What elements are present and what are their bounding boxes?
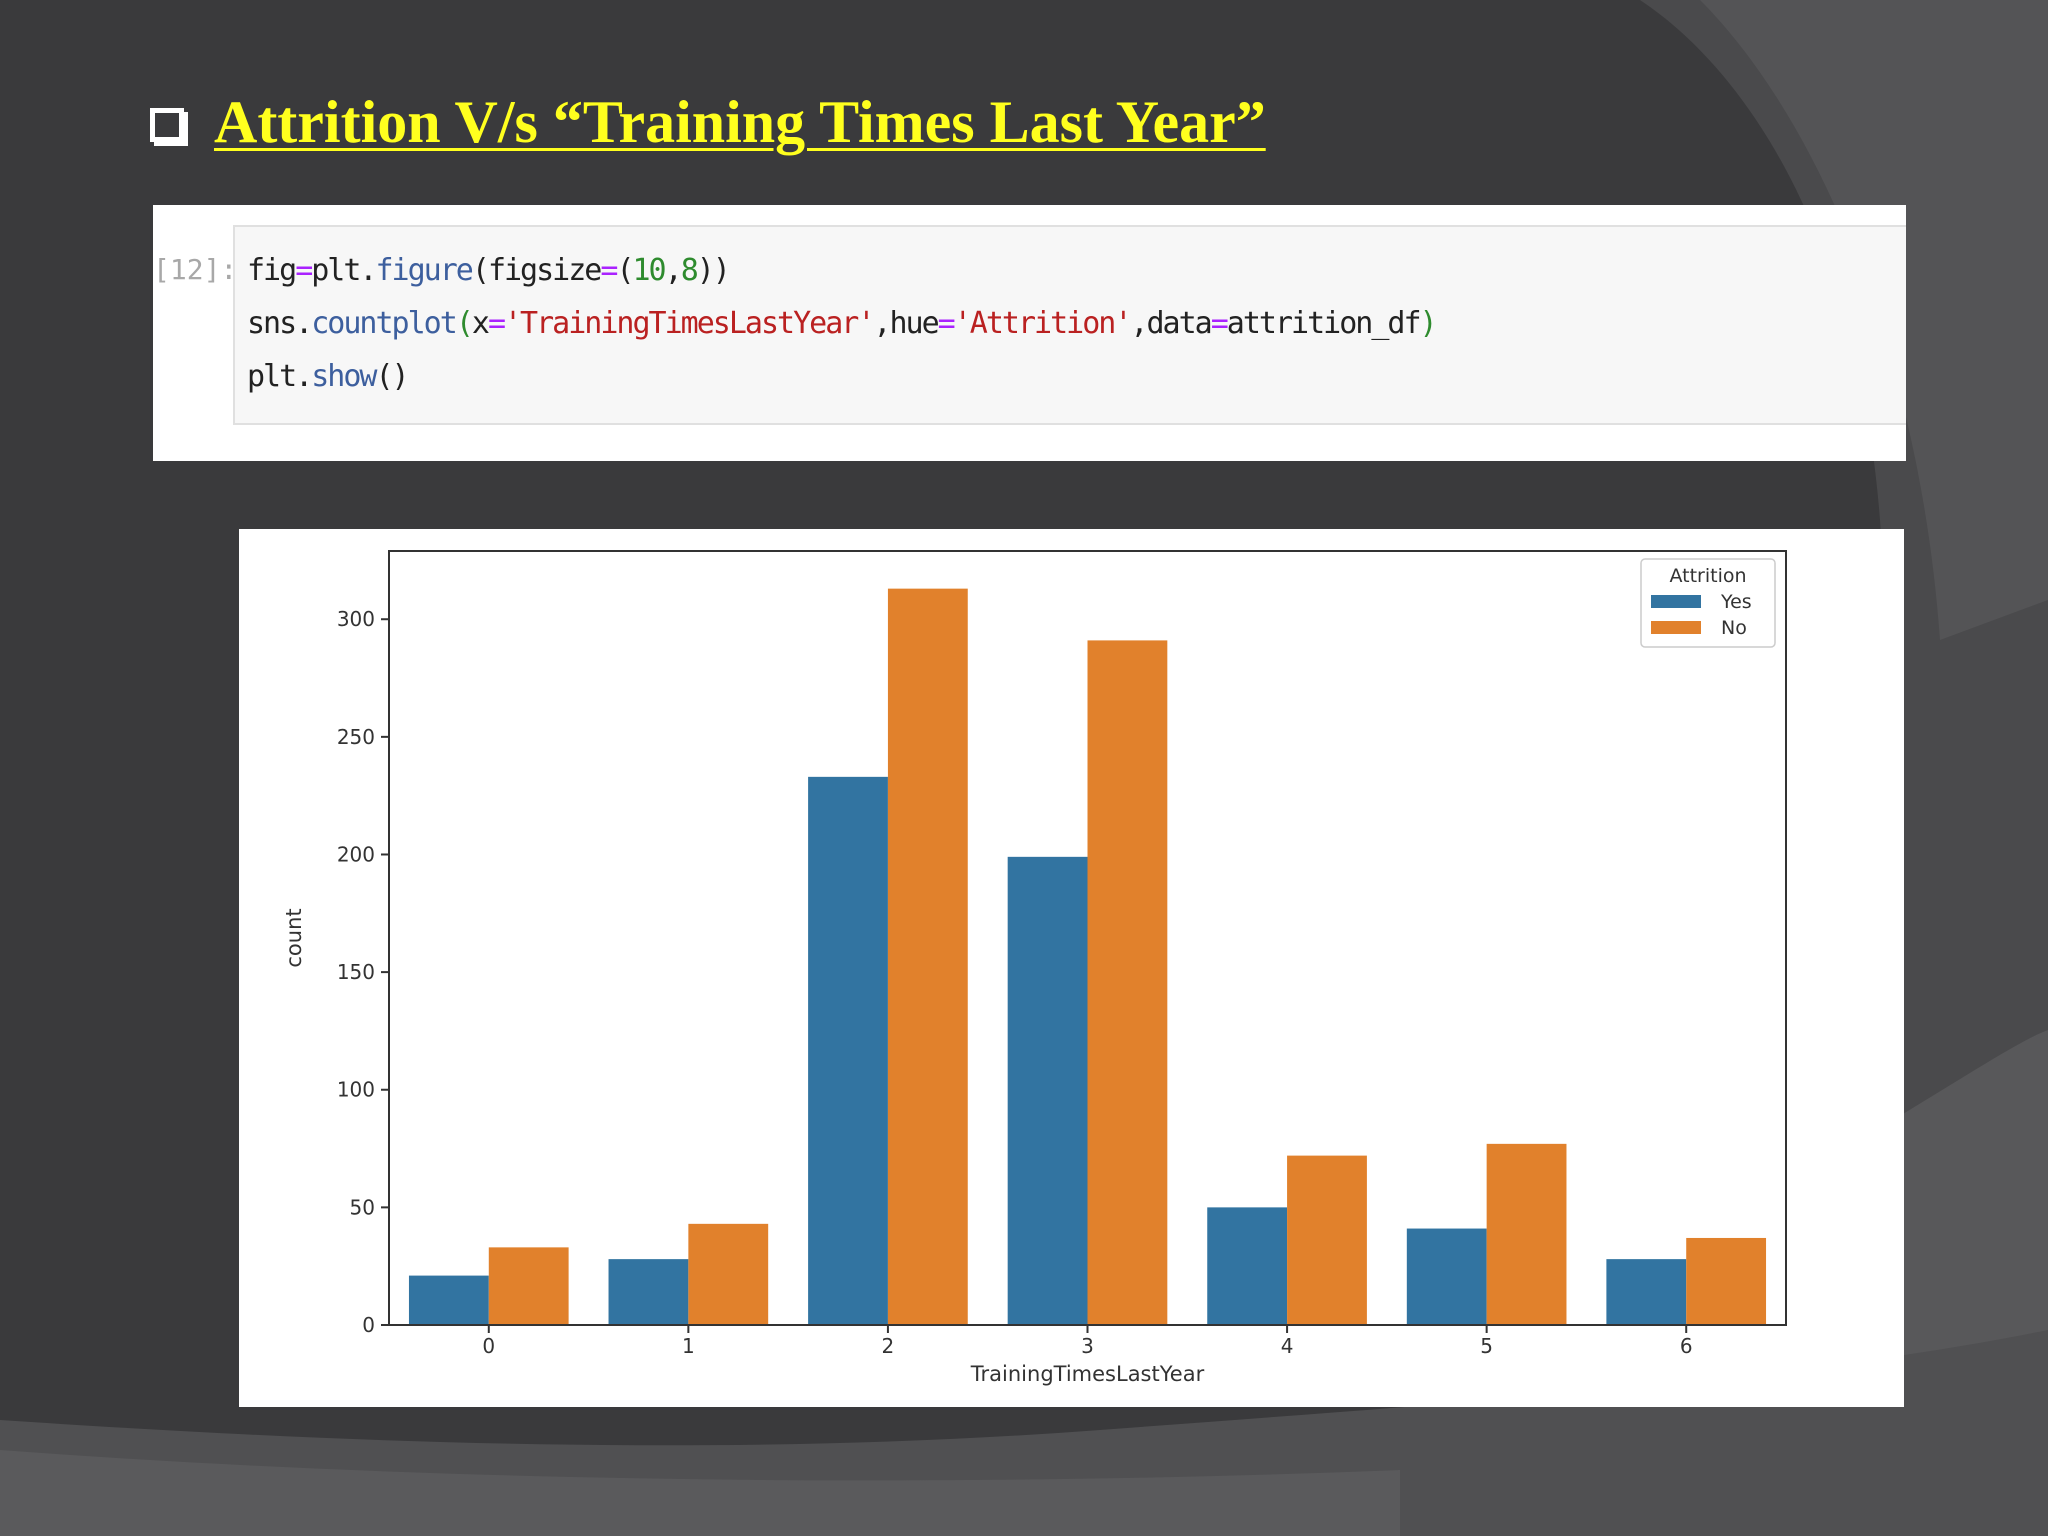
- bar-yes-4: [1207, 1207, 1288, 1325]
- bar-yes-5: [1406, 1228, 1487, 1325]
- code-token: ): [1419, 306, 1438, 341]
- code-token: fig: [247, 253, 297, 288]
- code-token: 8: [680, 253, 699, 288]
- bar-no-3: [1087, 640, 1168, 1325]
- x-tick-label: 3: [1081, 1334, 1094, 1358]
- bar-no-2: [887, 588, 968, 1325]
- x-tick-label: 2: [882, 1334, 895, 1358]
- code-token: plt.: [311, 253, 377, 288]
- y-tick-label: 50: [350, 1195, 375, 1219]
- y-tick-label: 200: [337, 842, 375, 866]
- x-axis-label: TrainingTimesLastYear: [970, 1362, 1205, 1386]
- code-token: 'Attrition': [953, 306, 1133, 341]
- bar-yes-1: [608, 1259, 689, 1325]
- code-token: figure: [375, 253, 474, 288]
- bar-no-0: [488, 1247, 569, 1325]
- legend-swatch-yes: [1651, 595, 1701, 608]
- legend-label-yes: Yes: [1720, 591, 1752, 613]
- bar-no-1: [688, 1223, 769, 1325]
- bar-no-6: [1686, 1237, 1767, 1325]
- legend-swatch-no: [1651, 621, 1701, 634]
- code-token: ,data: [1130, 306, 1212, 341]
- y-tick-label: 100: [337, 1078, 375, 1102]
- code-token: plt.: [247, 359, 313, 394]
- bar-no-4: [1287, 1155, 1367, 1325]
- code-line: fig=plt.figure(figsize=(10,8)): [247, 253, 731, 288]
- code-token: (: [455, 306, 474, 341]
- y-tick-label: 150: [337, 960, 375, 984]
- code-line: plt.show(): [247, 359, 410, 394]
- code-token: =: [1210, 306, 1229, 341]
- code-token: attrition_df: [1226, 306, 1422, 341]
- y-tick-label: 0: [362, 1313, 375, 1337]
- x-tick-label: 0: [482, 1334, 495, 1358]
- code-cell: fig=plt.figure(figsize=(10,8)) sns.count…: [233, 225, 1906, 425]
- countplot-chart: 0 50 100 150 200 250 300 0 1 2 3 4 5 6 TrainingTimesLa…: [282, 550, 1787, 1386]
- code-token: 'TrainingTimesLastYear': [504, 306, 875, 341]
- code-token: x: [471, 306, 490, 341]
- code-token: (: [471, 253, 490, 288]
- legend-label-no: No: [1721, 617, 1747, 639]
- code-screenshot-panel: [12]: fig=plt.figure(figsize=(10,8)) sns…: [153, 205, 1906, 461]
- chart-panel: 0 50 100 150 200 250 300 0 1 2 3 4 5 6 TrainingTimesLa…: [239, 529, 1904, 1407]
- bar-no-5: [1486, 1143, 1567, 1325]
- cell-prompt: [12]:: [153, 253, 238, 286]
- x-tick-label: 6: [1680, 1334, 1693, 1358]
- bar-yes-6: [1606, 1259, 1687, 1325]
- code-token: )): [696, 253, 731, 288]
- code-token: =: [937, 306, 956, 341]
- code-token: =: [487, 306, 506, 341]
- bar-yes-3: [1007, 856, 1088, 1325]
- code-token: (: [616, 253, 634, 288]
- code-token: sns.: [247, 306, 313, 341]
- y-axis-label: count: [282, 908, 306, 967]
- bar-yes-0: [408, 1275, 489, 1325]
- legend-title: Attrition: [1669, 565, 1746, 587]
- code-token: countplot: [311, 306, 458, 341]
- x-tick-label: 1: [682, 1334, 695, 1358]
- x-tick-label: 5: [1480, 1334, 1493, 1358]
- y-tick-label: 250: [337, 725, 375, 749]
- y-tick-label: 300: [337, 607, 375, 631]
- code-token: =: [600, 253, 618, 288]
- code-token: figsize: [487, 253, 602, 288]
- code-token: (): [375, 359, 410, 394]
- code-token: show: [311, 359, 377, 394]
- code-token: 10: [632, 253, 667, 288]
- bar-yes-2: [808, 776, 888, 1325]
- code-token: ,: [664, 253, 683, 288]
- x-tick-label: 4: [1281, 1334, 1294, 1358]
- checkbox-bullet-icon: [150, 107, 188, 146]
- code-line: sns.countplot(x='TrainingTimesLastYear',…: [247, 306, 1438, 341]
- code-token: =: [295, 253, 313, 288]
- slide-title-text: Attrition V/s “Training Times Last Year”: [214, 89, 1266, 155]
- slide-title: Attrition V/s “Training Times Last Year”: [150, 88, 1266, 157]
- code-token: ,hue: [873, 306, 939, 341]
